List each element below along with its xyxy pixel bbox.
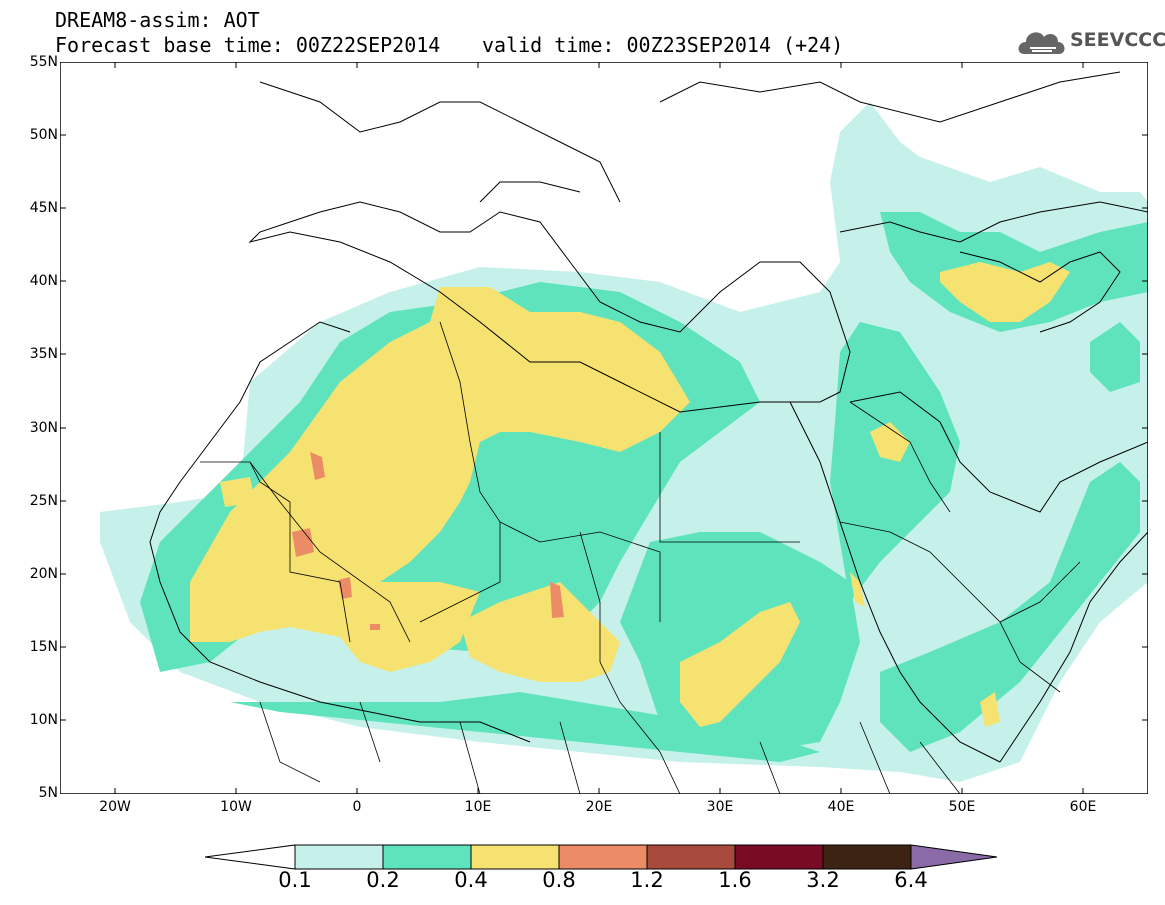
colorbar-label: 6.4 xyxy=(894,868,928,892)
title-valid-time: valid time: 00Z23SEP2014 (+24) xyxy=(482,33,844,57)
colorbar-label: 0.1 xyxy=(278,868,312,892)
logo-text: SEEVCCC xyxy=(1070,29,1165,51)
lat-label: 5N xyxy=(38,785,58,801)
axis-ticks xyxy=(60,62,1148,794)
colorbar-segment xyxy=(822,844,912,870)
lat-label: 10N xyxy=(29,712,58,728)
lat-label: 15N xyxy=(29,639,58,655)
colorbar-segment xyxy=(910,844,998,870)
cloud-icon xyxy=(1018,32,1065,54)
aot-map xyxy=(60,62,1148,794)
lat-label: 35N xyxy=(29,346,58,362)
lat-label: 25N xyxy=(29,493,58,509)
coastlines xyxy=(149,71,1148,763)
lat-label: 20N xyxy=(29,566,58,582)
lat-label: 40N xyxy=(29,273,58,289)
title-model: DREAM8-assim: AOT xyxy=(55,8,260,32)
lon-label: 10E xyxy=(464,799,492,815)
seevccc-logo: SEEVCCC xyxy=(1018,24,1165,58)
colorbar-label: 0.2 xyxy=(366,868,400,892)
lon-label: 60E xyxy=(1069,799,1097,815)
title-base-time: Forecast base time: 00Z22SEP2014 xyxy=(55,33,441,57)
colorbar-label: 0.4 xyxy=(454,868,488,892)
lat-label: 55N xyxy=(29,54,58,70)
colorbar-segment xyxy=(205,844,296,870)
lon-label: 30E xyxy=(706,799,734,815)
colorbar xyxy=(205,844,998,870)
lon-label: 0 xyxy=(352,799,362,815)
colorbar-segment xyxy=(470,844,560,870)
colorbar-segment xyxy=(646,844,736,870)
lat-label: 30N xyxy=(29,420,58,436)
lon-label: 20E xyxy=(585,799,613,815)
colorbar-label: 1.2 xyxy=(630,868,664,892)
lon-label: 20W xyxy=(99,799,131,815)
colorbar-segment xyxy=(294,844,384,870)
colorbar-label: 0.8 xyxy=(542,868,576,892)
colorbar-label: 1.6 xyxy=(718,868,752,892)
lon-label: 50E xyxy=(948,799,976,815)
lat-label: 45N xyxy=(29,200,58,216)
colorbar-segment xyxy=(382,844,472,870)
colorbar-segment xyxy=(734,844,824,870)
colorbar-label: 3.2 xyxy=(806,868,840,892)
lat-label: 50N xyxy=(29,127,58,143)
contour-0.4 xyxy=(190,262,1070,727)
country-borders xyxy=(200,321,1081,794)
contour-0.8 xyxy=(292,452,564,630)
colorbar-segment xyxy=(558,844,648,870)
lon-label: 40E xyxy=(827,799,855,815)
lon-label: 10W xyxy=(220,799,252,815)
